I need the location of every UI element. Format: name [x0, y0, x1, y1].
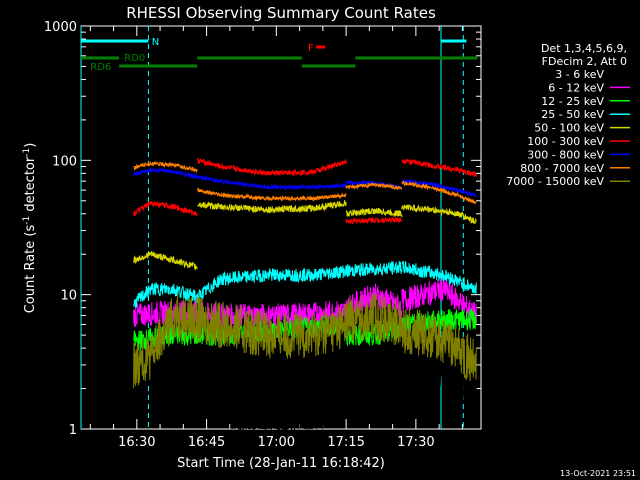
- series-line: [401, 277, 477, 326]
- annotation-rd6: RD6: [90, 62, 111, 73]
- x-tick-label: 17:30: [397, 435, 434, 450]
- series-line: [345, 292, 403, 345]
- legend-entry-label: 100 - 300 keV: [527, 135, 604, 148]
- legend-header: FDecim 2, Att 0: [542, 55, 627, 68]
- series-line: [133, 265, 347, 309]
- legend-entry-label: 12 - 25 keV: [541, 95, 604, 108]
- x-tick-label: 16:30: [118, 435, 155, 450]
- series-line: [401, 309, 477, 382]
- x-tick-label: 17:00: [258, 435, 295, 450]
- series-line: [133, 293, 347, 389]
- series-line: [196, 186, 347, 203]
- series-line: [401, 204, 477, 225]
- annotation-f: F: [308, 43, 314, 54]
- plot-area: 1 10 100 1000 16:30 16:45 17:00 17:15 17:30 RD6 RD…: [44, 20, 482, 450]
- legend-entry-label: 300 - 800 keV: [527, 148, 604, 161]
- series-line: [345, 216, 403, 225]
- footer-timestamp: 13-Oct-2021 23:51: [560, 469, 636, 478]
- x-tick-label: 17:15: [327, 435, 364, 450]
- series-line: [133, 161, 198, 173]
- series-line: [401, 158, 477, 177]
- y-tick-label: 1000: [44, 20, 77, 35]
- series-line: [196, 157, 347, 177]
- chart-title: RHESSI Observing Summary Count Rates: [126, 4, 436, 22]
- legend-entry-label: 7000 - 15000 keV: [506, 175, 604, 188]
- x-tick-label: 16:45: [188, 435, 225, 450]
- y-axis-label: Count Rate (s-1 detector-1): [22, 143, 38, 314]
- legend-entry-label: 3 - 6 keV: [555, 68, 604, 81]
- legend-header: Det 1,3,4,5,6,9,: [541, 42, 627, 55]
- series-line: [133, 200, 198, 217]
- series-line: [345, 207, 403, 218]
- annotation-rd0: RD0: [124, 53, 145, 64]
- series-line: [196, 173, 347, 191]
- series-line: [133, 250, 198, 272]
- legend-entry-label: 800 - 7000 keV: [520, 162, 604, 175]
- y-tick-label: 10: [60, 289, 77, 304]
- series-line: [345, 182, 403, 191]
- series-line: [345, 260, 403, 278]
- series-line: [401, 260, 477, 295]
- x-axis-label: Start Time (28-Jan-11 16:18:42): [177, 456, 385, 471]
- y-tick-label: 100: [52, 154, 77, 169]
- series-line: [401, 178, 477, 198]
- legend-entry-label: 6 - 12 keV: [548, 81, 604, 94]
- legend: Det 1,3,4,5,6,9,FDecim 2, Att 03 - 6 keV…: [506, 42, 630, 188]
- legend-entry-label: 25 - 50 keV: [541, 108, 604, 121]
- series-line: [197, 200, 347, 214]
- series-line: [133, 167, 198, 179]
- legend-entry-label: 50 - 100 keV: [534, 122, 604, 135]
- y-tick-label: 1: [69, 423, 77, 438]
- series-line: [401, 180, 477, 204]
- annotation-n: N: [152, 37, 159, 48]
